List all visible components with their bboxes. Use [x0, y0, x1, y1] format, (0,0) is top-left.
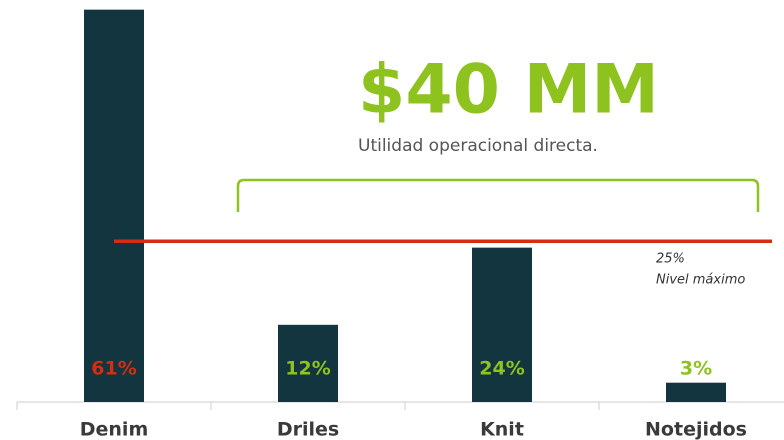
headline: $40 MM [358, 51, 659, 130]
value-label: 12% [285, 358, 330, 380]
reference-value: 25% [656, 252, 685, 267]
bar [666, 382, 726, 402]
bar [472, 247, 532, 402]
reference-label: Nivel máximo [656, 273, 745, 288]
subtitle: Utilidad operacional directa. [358, 136, 598, 156]
category-label: Notejidos [645, 419, 747, 440]
category-label: Driles [277, 419, 339, 440]
bar [84, 9, 144, 402]
value-label: 24% [479, 358, 524, 380]
bar [278, 324, 338, 402]
category-label: Denim [80, 419, 149, 440]
value-label: 61% [91, 358, 136, 380]
bracket [236, 178, 760, 212]
value-label: 3% [680, 358, 712, 380]
category-label: Knit [480, 419, 524, 440]
